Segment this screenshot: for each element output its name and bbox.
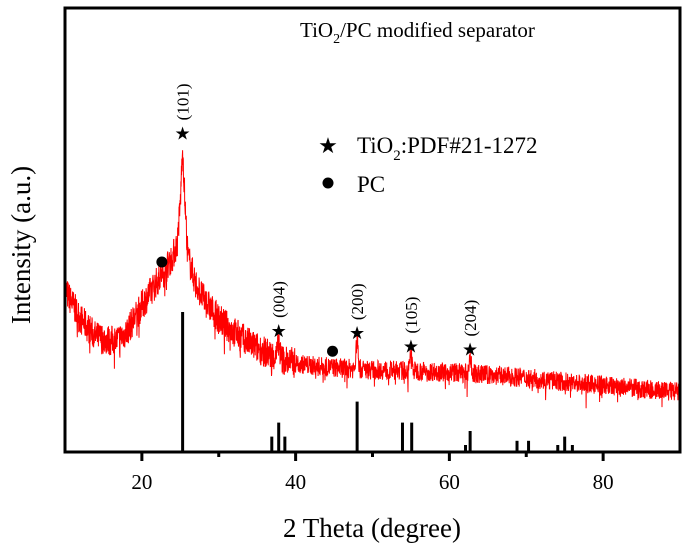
star-marker-icon: ★ <box>349 323 365 343</box>
legend-label-tio2: TiO2:PDF#21-1272 <box>357 133 538 164</box>
x-tick-label: 20 <box>131 470 152 494</box>
x-tick-label: 80 <box>593 470 614 494</box>
star-marker-icon: ★ <box>462 340 478 360</box>
legend: ★ TiO2:PDF#21-1272 PC <box>318 133 537 197</box>
hkl-label: (204) <box>461 300 480 337</box>
hkl-label: (105) <box>402 297 421 334</box>
y-axis-label: Intensity (a.u.) <box>6 166 36 324</box>
hkl-label: (200) <box>348 283 367 320</box>
hkl-label: (101) <box>174 83 193 120</box>
chart-title: TiO2/PC modified separator <box>300 18 535 47</box>
dot-marker-icon <box>156 256 168 268</box>
x-axis-label: 2 Theta (degree) <box>283 513 461 543</box>
xrd-curve <box>64 150 681 409</box>
dot-marker-icon <box>327 345 339 357</box>
x-tick-label: 40 <box>285 470 306 494</box>
hkl-label: (004) <box>270 281 289 318</box>
legend-label-pc: PC <box>357 172 385 197</box>
star-marker-icon: ★ <box>403 336 419 356</box>
legend-star-icon: ★ <box>318 133 338 158</box>
star-marker-icon: ★ <box>175 123 191 143</box>
x-tick-label: 60 <box>439 470 460 494</box>
legend-dot-icon <box>322 177 334 189</box>
star-marker-icon: ★ <box>271 321 287 341</box>
